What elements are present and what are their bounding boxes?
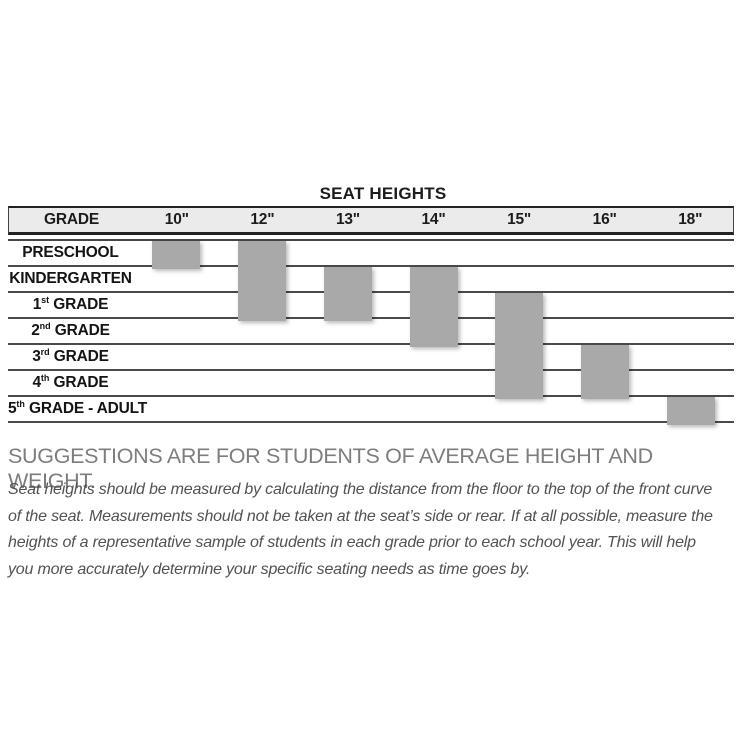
row-label-3rd-grade: 3rd GRADE: [32, 346, 109, 365]
header-cell-14in: 14": [421, 211, 446, 228]
header-cell-13in: 13": [335, 211, 360, 228]
header-cell-16in: 16": [592, 211, 617, 228]
row-label-2nd-grade: 2nd GRADE: [31, 320, 110, 339]
suggestions-heading: SUGGESTIONS ARE FOR STUDENTS OF AVERAGE …: [8, 444, 653, 493]
row-label-4th-grade: 4th GRADE: [32, 372, 109, 391]
row-label-5th-grade-adult: 5th GRADE - ADULT: [8, 398, 147, 417]
header-cell-15in: 15": [507, 211, 532, 228]
table-row: PRESCHOOL: [8, 241, 734, 267]
table-row: 2nd GRADE: [8, 319, 734, 345]
table-header-row: GRADE 10" 12" 13" 14" 15" 16" 18": [8, 206, 734, 235]
row-label-preschool: PRESCHOOL: [22, 244, 119, 261]
table-row: 5th GRADE - ADULT: [8, 397, 734, 423]
header-cell-18in: 18": [678, 211, 703, 228]
table-row: 4th GRADE: [8, 371, 734, 397]
chart-title: SEAT HEIGHTS: [319, 184, 447, 203]
table-body: PRESCHOOL KINDERGARTEN 1st GRADE 2nd GRA…: [8, 239, 734, 425]
row-label-1st-grade: 1st GRADE: [32, 294, 109, 313]
header-cell-12in: 12": [250, 211, 275, 228]
header-cell-10in: 10": [164, 211, 189, 228]
row-label-kindergarten: KINDERGARTEN: [9, 270, 132, 287]
table-row: 3rd GRADE: [8, 345, 734, 371]
table-row: KINDERGARTEN: [8, 267, 734, 293]
suggestions-paragraph: Seat heights should be measured by calcu…: [8, 481, 713, 578]
table-row: 1st GRADE: [8, 293, 734, 319]
header-cell-grade: GRADE: [44, 211, 99, 228]
seat-height-table: GRADE 10" 12" 13" 14" 15" 16" 18" PRESCH…: [8, 206, 734, 425]
